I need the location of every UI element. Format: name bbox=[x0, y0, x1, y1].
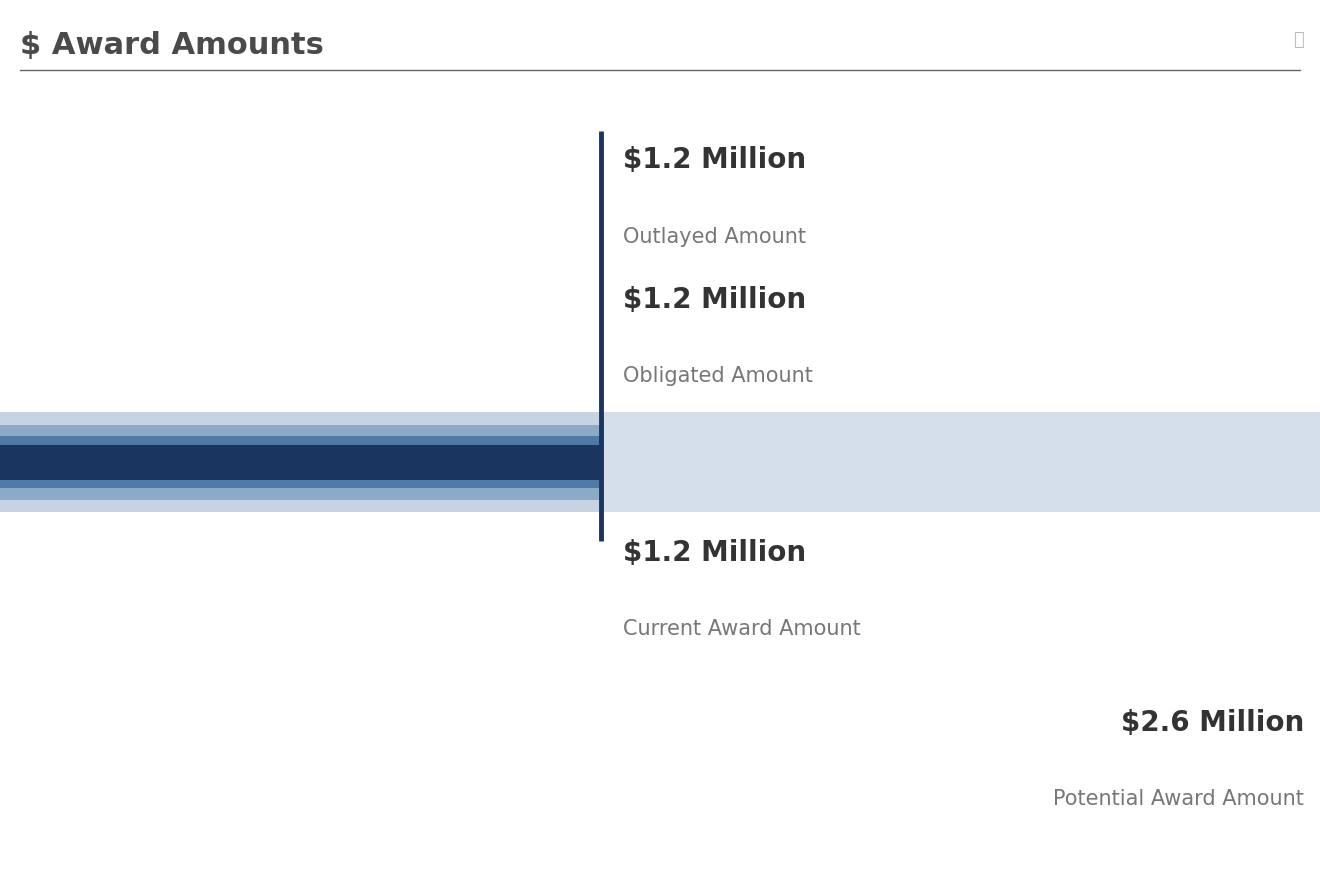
Bar bbox=[601, 412, 1320, 513]
Text: ⓘ: ⓘ bbox=[1294, 31, 1304, 49]
Bar bbox=[0, 412, 601, 513]
Text: $2.6 Million: $2.6 Million bbox=[1121, 709, 1304, 737]
Bar bbox=[0, 425, 601, 500]
Text: Obligated Amount: Obligated Amount bbox=[623, 366, 813, 386]
Text: $1.2 Million: $1.2 Million bbox=[623, 146, 807, 174]
Bar bbox=[0, 445, 601, 480]
Text: Current Award Amount: Current Award Amount bbox=[623, 619, 861, 639]
Bar bbox=[0, 436, 601, 488]
Text: Outlayed Amount: Outlayed Amount bbox=[623, 227, 807, 247]
Text: $1.2 Million: $1.2 Million bbox=[623, 286, 807, 314]
Text: $ Award Amounts: $ Award Amounts bbox=[20, 31, 323, 59]
Text: $1.2 Million: $1.2 Million bbox=[623, 539, 807, 567]
Text: Potential Award Amount: Potential Award Amount bbox=[1053, 789, 1304, 809]
